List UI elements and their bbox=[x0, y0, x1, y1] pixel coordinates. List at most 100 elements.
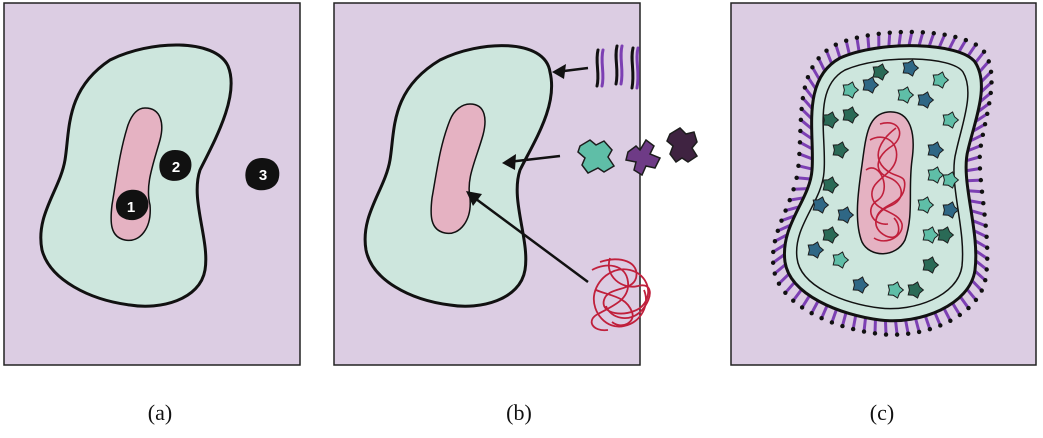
lipid-head bbox=[989, 80, 994, 85]
protein-icon bbox=[932, 71, 950, 89]
lipid-head bbox=[779, 218, 784, 223]
lipid-head bbox=[872, 331, 878, 336]
arrow-icon bbox=[466, 191, 589, 284]
lipid-spike bbox=[820, 303, 829, 320]
protein-icon bbox=[897, 86, 915, 104]
protein-icon bbox=[842, 106, 860, 124]
lipid-spike bbox=[972, 229, 989, 239]
lipid-head bbox=[796, 163, 801, 169]
panel-c bbox=[730, 2, 1037, 366]
lipid-head bbox=[973, 297, 979, 303]
lipid-head bbox=[983, 223, 988, 228]
panel-a: 1 2 3 bbox=[3, 2, 301, 366]
lipid-spike bbox=[887, 31, 892, 49]
lipid-spike bbox=[904, 318, 910, 336]
lipid-head bbox=[805, 74, 811, 80]
protein-icon bbox=[902, 59, 920, 77]
lipid-head bbox=[833, 42, 838, 47]
lipid-spike bbox=[851, 313, 858, 331]
lipid-spike bbox=[803, 86, 815, 101]
protein-icon bbox=[942, 111, 960, 129]
lipid-head bbox=[988, 69, 994, 75]
lipid-head bbox=[775, 228, 781, 234]
lipid-spike bbox=[783, 280, 797, 295]
lipid-head bbox=[772, 239, 778, 244]
protein-icon bbox=[842, 81, 860, 99]
lipid-spike bbox=[797, 152, 814, 161]
lipid-spike bbox=[771, 253, 786, 265]
marker-1: 1 bbox=[115, 189, 149, 221]
svg-text:1: 1 bbox=[127, 199, 135, 216]
protein-icon bbox=[852, 276, 870, 294]
lipid-spike bbox=[964, 155, 982, 163]
lipid-head bbox=[898, 29, 904, 35]
lipid-spike bbox=[971, 219, 988, 228]
lipid-spike bbox=[978, 59, 991, 74]
lipid-spike bbox=[800, 294, 812, 309]
lipid-spike bbox=[796, 164, 814, 171]
lipid-head bbox=[978, 177, 984, 183]
lipid-head bbox=[771, 249, 776, 255]
lipid-head bbox=[983, 278, 988, 283]
lipid-head bbox=[772, 271, 777, 276]
lipid-head bbox=[909, 29, 915, 35]
lipid-head bbox=[985, 256, 990, 261]
lipid-head bbox=[980, 132, 986, 138]
lipid-head bbox=[798, 128, 803, 134]
lipid-head bbox=[981, 201, 986, 206]
caption-b: (b) bbox=[506, 400, 532, 425]
protein-icon bbox=[872, 63, 890, 81]
lipid-head bbox=[787, 197, 792, 203]
lipid-spike bbox=[799, 118, 814, 131]
lipid-head bbox=[797, 140, 803, 145]
lipid-head bbox=[920, 30, 926, 35]
lipid-head bbox=[840, 323, 845, 329]
panel-b bbox=[333, 2, 699, 366]
lipid-head bbox=[819, 316, 824, 321]
lipid-spike bbox=[791, 287, 804, 303]
lipid-spike bbox=[927, 31, 936, 48]
lipid-spike bbox=[773, 263, 787, 276]
lipid-head bbox=[988, 90, 993, 96]
lipid-spike bbox=[970, 278, 984, 293]
lipid-head bbox=[966, 305, 971, 311]
lipid-spike bbox=[792, 187, 810, 191]
lipid-spike bbox=[844, 39, 851, 56]
lipid-head bbox=[977, 166, 983, 171]
lipid-head bbox=[887, 30, 892, 35]
lipid-head bbox=[799, 305, 805, 310]
lipid-spike bbox=[800, 107, 814, 121]
lipid-head bbox=[791, 298, 796, 303]
arrow-icon bbox=[552, 64, 589, 79]
lipid-head bbox=[977, 154, 982, 160]
lipid-spike bbox=[973, 269, 987, 282]
lipid-spike bbox=[776, 223, 793, 233]
lipid-spike bbox=[969, 209, 987, 217]
lipid-spike bbox=[947, 35, 957, 51]
protein-icon bbox=[942, 171, 960, 189]
dna-tangle-icon bbox=[590, 257, 651, 332]
protein-icon bbox=[577, 127, 699, 177]
lipid-head bbox=[942, 32, 947, 37]
lipid-spike bbox=[771, 242, 787, 254]
protein-icon bbox=[942, 201, 960, 219]
protein-icon bbox=[822, 176, 840, 194]
lipid-spike bbox=[971, 122, 987, 133]
lipid-head bbox=[770, 260, 776, 265]
lipid-spike bbox=[965, 178, 983, 183]
lipid-head bbox=[800, 95, 806, 101]
lipid-spike bbox=[855, 36, 861, 54]
lipid-head bbox=[816, 56, 821, 61]
lipid-head bbox=[783, 290, 788, 296]
lipid-spike bbox=[810, 299, 820, 315]
lipid-head bbox=[865, 33, 870, 38]
protein-icon bbox=[807, 241, 825, 259]
lipid-head bbox=[854, 35, 860, 40]
lipid-head bbox=[850, 326, 856, 332]
lipid-spike bbox=[978, 91, 993, 104]
lipid-head bbox=[985, 111, 990, 116]
lipid-spike bbox=[968, 199, 985, 205]
lipid-spike bbox=[979, 70, 993, 84]
lipid-spike bbox=[957, 38, 968, 54]
protein-icon bbox=[832, 251, 850, 269]
